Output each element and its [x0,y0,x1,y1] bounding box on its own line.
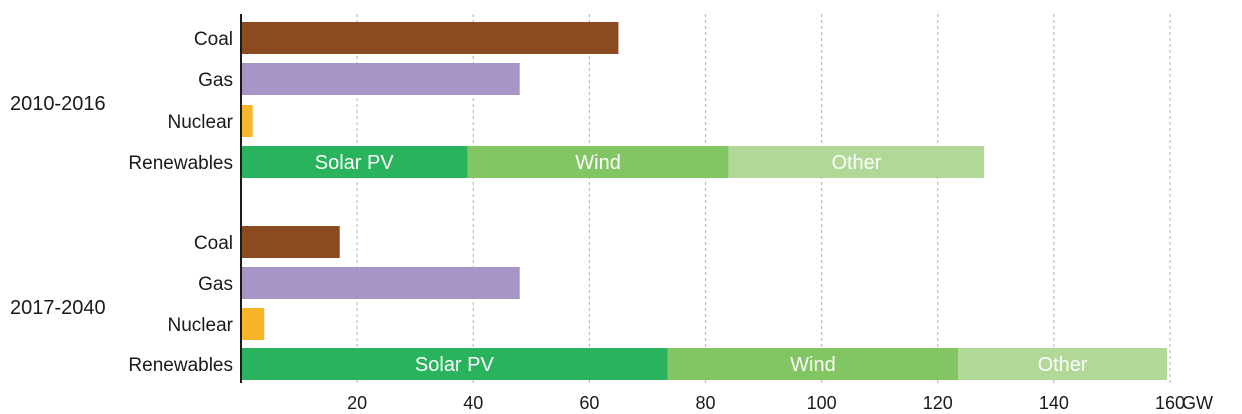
bar-nuclear [241,105,253,137]
x-tick-label: 160 [1155,393,1185,413]
x-tick-label: 60 [579,393,599,413]
category-label: Nuclear [168,315,234,336]
x-tick-label: 120 [923,393,953,413]
period-label: 2017-2040 [10,297,106,319]
bar-nuclear [241,308,265,340]
bar-solar-pv [241,348,668,380]
x-tick-label: 20 [347,393,367,413]
segment-label: Other [1038,354,1088,376]
x-tick-label: 40 [463,393,483,413]
category-label: Coal [194,29,233,50]
bar-other [728,146,985,178]
category-label: Renewables [128,355,233,376]
bar-gas [241,267,520,299]
bar-other [958,348,1168,380]
bars [241,22,1168,380]
bar-coal [241,226,340,258]
x-tick-label: 80 [695,393,715,413]
period-label: 2010-2016 [10,93,106,115]
category-label: Coal [194,233,233,254]
x-unit-label: GW [1182,393,1213,413]
bar-solar-pv [241,146,468,178]
bar-gas [241,63,520,95]
segment-label: Other [831,152,881,174]
bar-wind [667,348,959,380]
category-label: Nuclear [168,112,234,133]
category-label: Gas [198,274,233,295]
x-tick-label: 140 [1039,393,1069,413]
bar-coal [241,22,619,54]
segment-label: Solar PV [415,354,495,376]
segment-label: Wind [790,354,836,376]
x-tick-label: 100 [807,393,837,413]
segment-label: Wind [575,152,621,174]
bar-wind [467,146,729,178]
category-label: Gas [198,70,233,91]
category-label: Renewables [128,153,233,174]
segment-label: Solar PV [315,152,395,174]
